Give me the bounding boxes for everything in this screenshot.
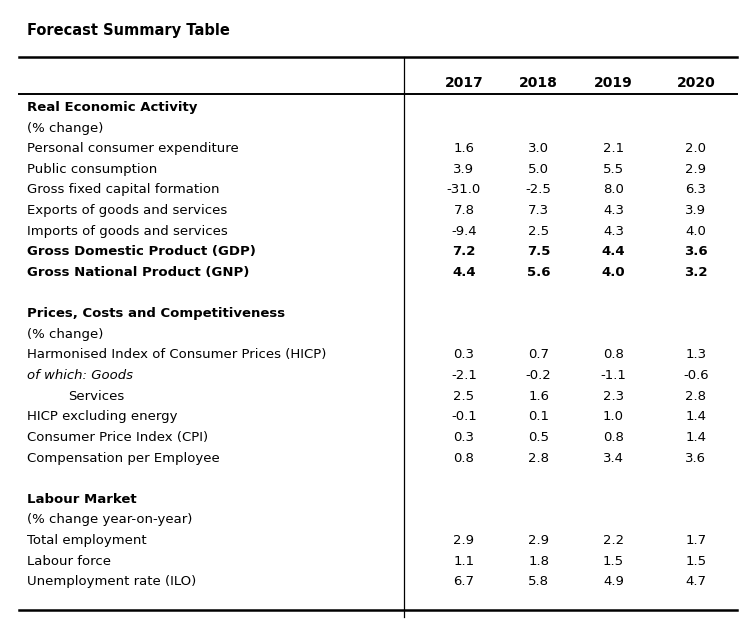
Text: 2020: 2020 xyxy=(677,76,715,90)
Text: 3.9: 3.9 xyxy=(454,163,475,176)
Text: Compensation per Employee: Compensation per Employee xyxy=(26,451,219,465)
Text: Services: Services xyxy=(68,390,124,403)
Text: 1.5: 1.5 xyxy=(685,555,706,567)
Text: 1.4: 1.4 xyxy=(685,410,706,424)
Text: -1.1: -1.1 xyxy=(600,369,627,382)
Text: Labour force: Labour force xyxy=(26,555,110,567)
Text: 2.1: 2.1 xyxy=(603,142,624,155)
Text: 7.5: 7.5 xyxy=(527,245,550,259)
Text: 7.2: 7.2 xyxy=(452,245,476,259)
Text: 5.0: 5.0 xyxy=(528,163,550,176)
Text: 6.3: 6.3 xyxy=(685,183,706,197)
Text: 4.3: 4.3 xyxy=(603,225,624,238)
Text: 8.0: 8.0 xyxy=(603,183,624,197)
Text: 1.3: 1.3 xyxy=(685,349,706,361)
Text: -0.6: -0.6 xyxy=(683,369,708,382)
Text: 1.1: 1.1 xyxy=(454,555,475,567)
Text: (% change): (% change) xyxy=(26,328,103,340)
Text: 2017: 2017 xyxy=(445,76,483,90)
Text: -9.4: -9.4 xyxy=(451,225,477,238)
Text: Forecast Summary Table: Forecast Summary Table xyxy=(26,23,230,38)
Text: 1.7: 1.7 xyxy=(685,534,706,547)
Text: 6.7: 6.7 xyxy=(454,575,475,588)
Text: 2.8: 2.8 xyxy=(685,390,706,403)
Text: 7.3: 7.3 xyxy=(528,204,550,217)
Text: Public consumption: Public consumption xyxy=(26,163,156,176)
Text: 0.7: 0.7 xyxy=(528,349,550,361)
Text: 1.0: 1.0 xyxy=(603,410,624,424)
Text: 4.7: 4.7 xyxy=(685,575,706,588)
Text: 7.8: 7.8 xyxy=(454,204,475,217)
Text: Consumer Price Index (CPI): Consumer Price Index (CPI) xyxy=(26,431,208,444)
Text: 2.2: 2.2 xyxy=(603,534,624,547)
Text: (% change): (% change) xyxy=(26,122,103,134)
Text: 5.5: 5.5 xyxy=(603,163,624,176)
Text: 4.4: 4.4 xyxy=(452,266,476,279)
Text: 1.6: 1.6 xyxy=(528,390,550,403)
Text: -2.5: -2.5 xyxy=(526,183,552,197)
Text: Imports of goods and services: Imports of goods and services xyxy=(26,225,228,238)
Text: 0.8: 0.8 xyxy=(603,431,624,444)
Text: 1.4: 1.4 xyxy=(685,431,706,444)
Text: 2.3: 2.3 xyxy=(603,390,624,403)
Text: 2.5: 2.5 xyxy=(454,390,475,403)
Text: -0.1: -0.1 xyxy=(451,410,477,424)
Text: Gross Domestic Product (GDP): Gross Domestic Product (GDP) xyxy=(26,245,256,259)
Text: 2.9: 2.9 xyxy=(528,534,550,547)
Text: 2.5: 2.5 xyxy=(528,225,550,238)
Text: 4.4: 4.4 xyxy=(602,245,625,259)
Text: HICP excluding energy: HICP excluding energy xyxy=(26,410,177,424)
Text: -0.2: -0.2 xyxy=(526,369,552,382)
Text: 2.8: 2.8 xyxy=(528,451,550,465)
Text: Unemployment rate (ILO): Unemployment rate (ILO) xyxy=(26,575,196,588)
Text: 3.9: 3.9 xyxy=(685,204,706,217)
Text: 2.9: 2.9 xyxy=(685,163,706,176)
Text: 4.9: 4.9 xyxy=(603,575,624,588)
Text: -31.0: -31.0 xyxy=(447,183,481,197)
Text: 0.3: 0.3 xyxy=(454,349,475,361)
Text: -2.1: -2.1 xyxy=(451,369,477,382)
Text: 2018: 2018 xyxy=(519,76,558,90)
Text: (% change year-on-year): (% change year-on-year) xyxy=(26,514,192,526)
Text: Total employment: Total employment xyxy=(26,534,146,547)
Text: 0.3: 0.3 xyxy=(454,431,475,444)
Text: Labour Market: Labour Market xyxy=(26,493,136,506)
Text: 4.0: 4.0 xyxy=(686,225,706,238)
Text: 0.8: 0.8 xyxy=(603,349,624,361)
Text: 5.8: 5.8 xyxy=(528,575,550,588)
Text: 3.6: 3.6 xyxy=(685,451,706,465)
Text: 5.6: 5.6 xyxy=(527,266,550,279)
Text: Gross fixed capital formation: Gross fixed capital formation xyxy=(26,183,219,197)
Text: Harmonised Index of Consumer Prices (HICP): Harmonised Index of Consumer Prices (HIC… xyxy=(26,349,326,361)
Text: Real Economic Activity: Real Economic Activity xyxy=(26,101,197,114)
Text: 4.0: 4.0 xyxy=(602,266,625,279)
Text: 0.8: 0.8 xyxy=(454,451,475,465)
Text: Prices, Costs and Competitiveness: Prices, Costs and Competitiveness xyxy=(26,307,285,320)
Text: 3.2: 3.2 xyxy=(684,266,708,279)
Text: 2.9: 2.9 xyxy=(454,534,475,547)
Text: 0.1: 0.1 xyxy=(528,410,550,424)
Text: of which: Goods: of which: Goods xyxy=(26,369,132,382)
Text: 2019: 2019 xyxy=(594,76,633,90)
Text: Gross National Product (GNP): Gross National Product (GNP) xyxy=(26,266,249,279)
Text: 3.6: 3.6 xyxy=(684,245,708,259)
Text: Exports of goods and services: Exports of goods and services xyxy=(26,204,227,217)
Text: 0.5: 0.5 xyxy=(528,431,550,444)
Text: 3.0: 3.0 xyxy=(528,142,550,155)
Text: Personal consumer expenditure: Personal consumer expenditure xyxy=(26,142,238,155)
Text: 2.0: 2.0 xyxy=(685,142,706,155)
Text: 1.8: 1.8 xyxy=(528,555,550,567)
Text: 3.4: 3.4 xyxy=(603,451,624,465)
Text: 4.3: 4.3 xyxy=(603,204,624,217)
Text: 1.6: 1.6 xyxy=(454,142,475,155)
Text: 1.5: 1.5 xyxy=(603,555,624,567)
